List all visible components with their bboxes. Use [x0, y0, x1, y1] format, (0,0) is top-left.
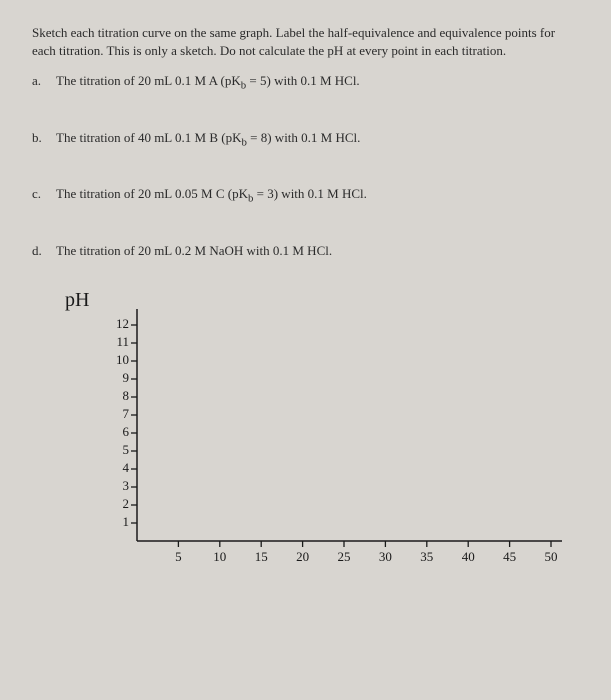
question-item: d. The titration of 20 mL 0.2 M NaOH with… — [32, 243, 579, 259]
chart-axes — [92, 309, 562, 559]
question-text: The titration of 20 mL 0.05 M C (pKb = 3… — [56, 186, 579, 205]
y-tick-label: 5 — [109, 442, 129, 458]
x-tick-label: 10 — [205, 549, 235, 565]
question-letter: b. — [32, 130, 46, 149]
y-tick-label: 8 — [109, 388, 129, 404]
question-item: b. The titration of 40 mL 0.1 M B (pKb = … — [32, 130, 579, 149]
x-tick-label: 30 — [370, 549, 400, 565]
x-tick-label: 5 — [163, 549, 193, 565]
y-tick-label: 11 — [109, 334, 129, 350]
y-tick-label: 3 — [109, 478, 129, 494]
y-tick-label: 1 — [109, 514, 129, 530]
question-text: The titration of 20 mL 0.1 M A (pKb = 5)… — [56, 73, 579, 92]
y-tick-label: 4 — [109, 460, 129, 476]
y-axis-label: pH — [65, 289, 89, 312]
x-tick-label: 20 — [288, 549, 318, 565]
x-tick-label: 25 — [329, 549, 359, 565]
question-text: The titration of 20 mL 0.2 M NaOH with 0… — [56, 243, 579, 259]
chart-area: pH 121110987654321 5101520253035404550 — [67, 297, 567, 597]
y-tick-label: 6 — [109, 424, 129, 440]
y-tick-label: 10 — [109, 352, 129, 368]
y-tick-label: 9 — [109, 370, 129, 386]
question-item: c. The titration of 20 mL 0.05 M C (pKb =… — [32, 186, 579, 205]
y-tick-label: 2 — [109, 496, 129, 512]
question-text: The titration of 40 mL 0.1 M B (pKb = 8)… — [56, 130, 579, 149]
question-letter: c. — [32, 186, 46, 205]
y-tick-label: 12 — [109, 316, 129, 332]
question-item: a. The titration of 20 mL 0.1 M A (pKb = … — [32, 73, 579, 92]
instructions-text: Sketch each titration curve on the same … — [32, 24, 579, 59]
x-tick-label: 45 — [495, 549, 525, 565]
question-letter: a. — [32, 73, 46, 92]
y-tick-label: 7 — [109, 406, 129, 422]
questions-list: a. The titration of 20 mL 0.1 M A (pKb = … — [32, 73, 579, 259]
x-tick-label: 35 — [412, 549, 442, 565]
x-tick-label: 15 — [246, 549, 276, 565]
x-tick-label: 50 — [536, 549, 566, 565]
x-tick-label: 40 — [453, 549, 483, 565]
question-letter: d. — [32, 243, 46, 259]
